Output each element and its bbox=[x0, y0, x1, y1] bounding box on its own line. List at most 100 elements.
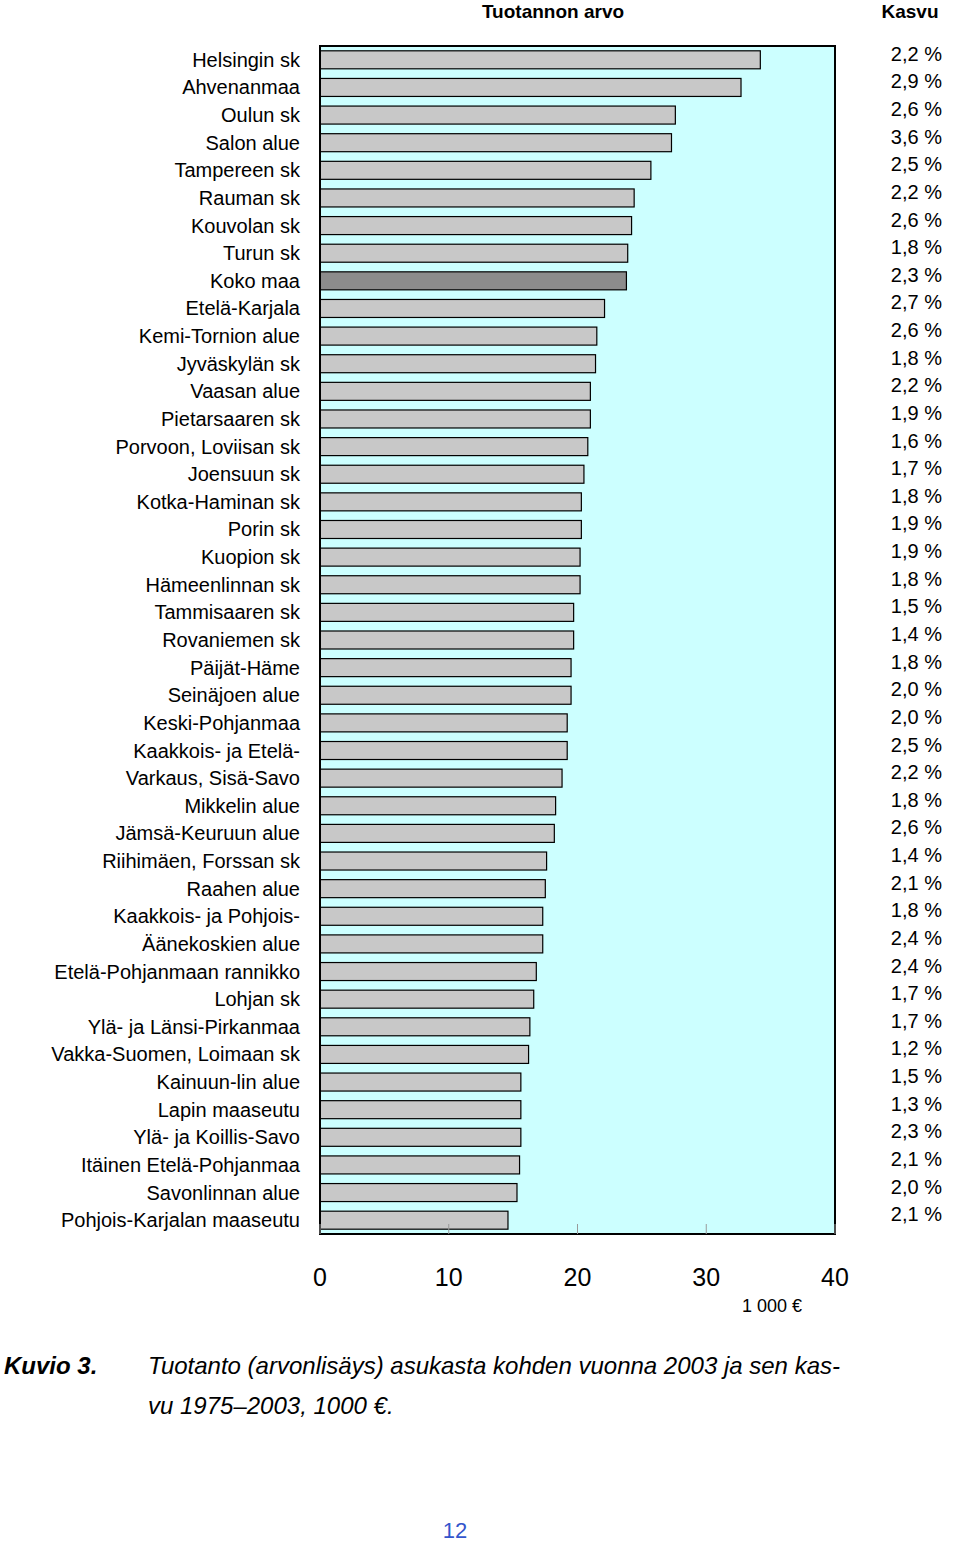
growth-label: 2,2 % bbox=[891, 43, 942, 65]
bars bbox=[320, 51, 760, 1229]
tick-label: 0 bbox=[313, 1263, 327, 1291]
bar bbox=[320, 742, 567, 760]
caption-text: vu 1975–2003, 1000 €. bbox=[148, 1392, 394, 1419]
growth-label: 2,2 % bbox=[891, 374, 942, 396]
bar bbox=[320, 217, 632, 235]
bar bbox=[320, 548, 580, 566]
growth-label: 2,3 % bbox=[891, 264, 942, 286]
category-label: Turun sk bbox=[223, 242, 301, 264]
bar bbox=[320, 493, 581, 511]
growth-label: 1,9 % bbox=[891, 540, 942, 562]
category-label: Riihimäen, Forssan sk bbox=[102, 850, 301, 872]
category-label: Itäinen Etelä-Pohjanmaa bbox=[81, 1154, 301, 1176]
growth-label: 1,8 % bbox=[891, 485, 942, 507]
bar bbox=[320, 244, 628, 262]
growth-label: 1,5 % bbox=[891, 595, 942, 617]
bar bbox=[320, 824, 554, 842]
category-label: Savonlinnan alue bbox=[147, 1182, 300, 1204]
bar bbox=[320, 382, 590, 400]
growth-label: 2,5 % bbox=[891, 153, 942, 175]
growth-label: 2,6 % bbox=[891, 319, 942, 341]
category-label: Vaasan alue bbox=[190, 380, 300, 402]
axis-unit: 1 000 € bbox=[742, 1296, 802, 1316]
page-number: 12 bbox=[443, 1518, 467, 1541]
tick-mark bbox=[320, 1224, 321, 1234]
growth-label: 1,8 % bbox=[891, 789, 942, 811]
growth-label: 2,5 % bbox=[891, 734, 942, 756]
growth-label: 2,6 % bbox=[891, 816, 942, 838]
bar bbox=[320, 134, 671, 152]
growth-label: 1,9 % bbox=[891, 512, 942, 534]
category-label: Kemi-Tornion alue bbox=[139, 325, 300, 347]
growth-label: 1,6 % bbox=[891, 430, 942, 452]
bar bbox=[320, 659, 571, 677]
growth-label: 1,3 % bbox=[891, 1093, 942, 1115]
growth-label: 2,1 % bbox=[891, 1148, 942, 1170]
category-label: Pietarsaaren sk bbox=[161, 408, 301, 430]
category-label: Ahvenanmaa bbox=[182, 76, 301, 98]
growth-label: 1,9 % bbox=[891, 402, 942, 424]
bar bbox=[320, 603, 574, 621]
category-label: Äänekoskien alue bbox=[142, 933, 300, 955]
growth-label: 1,7 % bbox=[891, 982, 942, 1004]
category-label: Vakka-Suomen, Loimaan sk bbox=[51, 1043, 301, 1065]
bar bbox=[320, 272, 626, 290]
category-label: Salon alue bbox=[205, 132, 300, 154]
growth-label: 2,3 % bbox=[891, 1120, 942, 1142]
caption-text: Tuotanto (arvonlisäys) asukasta kohden v… bbox=[148, 1352, 840, 1379]
bar bbox=[320, 51, 760, 69]
growth-label: 1,4 % bbox=[891, 844, 942, 866]
bar bbox=[320, 189, 634, 207]
category-label: Kotka-Haminan sk bbox=[137, 491, 301, 513]
bar bbox=[320, 1184, 517, 1202]
category-label: Tampereen sk bbox=[174, 159, 301, 181]
growth-label: 2,0 % bbox=[891, 1176, 942, 1198]
category-label: Päijät-Häme bbox=[190, 657, 300, 679]
growth-label: 2,4 % bbox=[891, 955, 942, 977]
category-label: Rauman sk bbox=[199, 187, 301, 209]
bar bbox=[320, 520, 581, 538]
category-label: Jyväskylän sk bbox=[177, 353, 301, 375]
bar bbox=[320, 686, 571, 704]
caption-label: Kuvio 3. bbox=[4, 1352, 97, 1379]
bar bbox=[320, 1101, 521, 1119]
title: Tuotannon arvo bbox=[482, 1, 624, 22]
category-label: Lapin maaseutu bbox=[158, 1099, 300, 1121]
bar bbox=[320, 355, 596, 373]
growth-label: 1,4 % bbox=[891, 623, 942, 645]
tick-label: 30 bbox=[692, 1263, 720, 1291]
bar bbox=[320, 465, 584, 483]
growth-label: 2,1 % bbox=[891, 872, 942, 894]
category-label: Jämsä-Keuruun alue bbox=[115, 822, 300, 844]
bar bbox=[320, 161, 651, 179]
growth-label: 1,2 % bbox=[891, 1037, 942, 1059]
bar bbox=[320, 631, 574, 649]
bar bbox=[320, 1211, 508, 1229]
growth-label: 2,7 % bbox=[891, 291, 942, 313]
category-label: Etelä-Karjala bbox=[185, 297, 300, 319]
category-label: Joensuun sk bbox=[188, 463, 301, 485]
growth-title: Kasvu bbox=[881, 1, 938, 22]
bar bbox=[320, 78, 741, 96]
growth-label: 2,0 % bbox=[891, 706, 942, 728]
growth-label: 2,1 % bbox=[891, 1203, 942, 1225]
category-label: Etelä-Pohjanmaan rannikko bbox=[54, 961, 300, 983]
bar bbox=[320, 106, 675, 124]
category-label: Rovaniemen sk bbox=[162, 629, 301, 651]
bar bbox=[320, 880, 545, 898]
category-label: Helsingin sk bbox=[192, 49, 301, 71]
bar bbox=[320, 714, 567, 732]
category-label: Kaakkois- ja Pohjois- bbox=[113, 905, 300, 927]
tick-mark bbox=[448, 1224, 449, 1234]
category-label: Ylä- ja Koillis-Savo bbox=[133, 1126, 300, 1148]
tick-mark bbox=[577, 1224, 578, 1234]
category-label: Ylä- ja Länsi-Pirkanmaa bbox=[88, 1016, 301, 1038]
bar bbox=[320, 1018, 530, 1036]
growth-label: 2,0 % bbox=[891, 678, 942, 700]
category-label: Kainuun-lin alue bbox=[157, 1071, 300, 1093]
category-label: Hämeenlinnan sk bbox=[145, 574, 301, 596]
growth-label: 1,7 % bbox=[891, 457, 942, 479]
bar bbox=[320, 963, 536, 981]
growth-label: 2,4 % bbox=[891, 927, 942, 949]
bar bbox=[320, 935, 543, 953]
